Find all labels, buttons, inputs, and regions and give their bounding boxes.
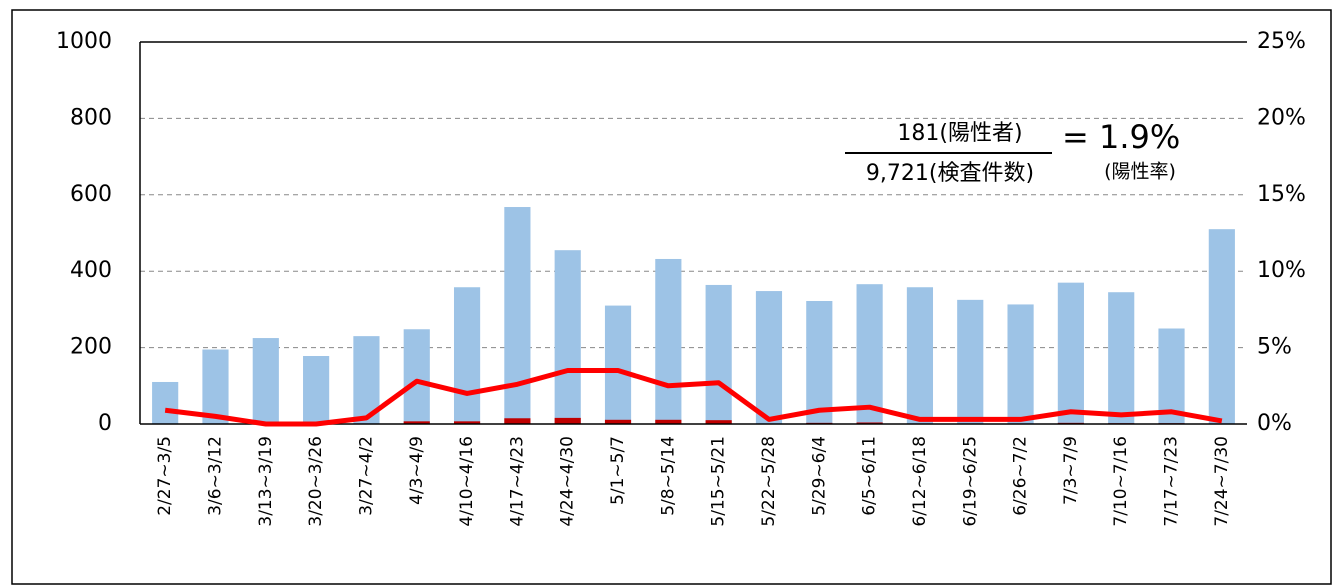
bar	[504, 207, 531, 424]
bar	[403, 421, 430, 424]
y-tick-label: 600	[70, 182, 112, 207]
bar	[1057, 282, 1084, 424]
bar	[1108, 292, 1135, 424]
x-tick-label: 4/17~4/23	[507, 436, 527, 527]
y2-tick-label: 5%	[1257, 335, 1292, 360]
x-tick-label: 2/27~3/5	[155, 436, 175, 516]
result-label: (陽性率)	[1104, 161, 1176, 183]
x-tick-label: 5/22~5/28	[759, 436, 779, 527]
rate-line	[164, 368, 1223, 427]
bar	[504, 418, 531, 424]
bar	[957, 299, 984, 424]
bar	[856, 422, 883, 424]
x-tick-label: 6/12~6/18	[910, 436, 930, 527]
y2-tick-label: 0%	[1257, 411, 1292, 436]
y-tick-label: 0	[98, 411, 112, 436]
x-tick-label: 6/19~6/25	[960, 436, 980, 527]
bar	[705, 420, 732, 424]
bar	[152, 381, 179, 424]
y2-tick-label: 15%	[1257, 182, 1306, 207]
numerator: 181(陽性者)	[897, 121, 1022, 146]
y2-tick-label: 25%	[1257, 29, 1306, 54]
bar	[755, 291, 783, 424]
x-tick-label: 3/13~3/19	[256, 436, 276, 527]
bar	[906, 287, 934, 424]
frame	[11, 9, 1332, 585]
result: = 1.9%	[1062, 118, 1180, 156]
bar	[604, 305, 632, 424]
bar	[554, 250, 581, 424]
bar	[705, 284, 732, 424]
bar	[252, 338, 279, 424]
denominator: 9,721(検査件数)	[866, 161, 1034, 186]
y2-tick-label: 20%	[1257, 105, 1306, 130]
bar	[554, 417, 581, 424]
bar	[453, 287, 481, 424]
x-tick-label: 7/24~7/30	[1212, 436, 1232, 527]
bar	[303, 356, 330, 424]
bar	[453, 421, 481, 424]
x-tick-label: 7/3~7/9	[1061, 436, 1081, 505]
bar	[806, 300, 833, 424]
x-tick-label: 3/27~4/2	[356, 436, 376, 516]
bar	[1007, 304, 1034, 424]
x-tick-label: 4/24~4/30	[558, 436, 578, 527]
bar	[655, 419, 682, 424]
bar	[856, 284, 883, 424]
x-tick-label: 4/10~4/16	[457, 436, 477, 527]
y-tick-label: 800	[70, 105, 112, 130]
x-tick-label: 7/17~7/23	[1162, 436, 1182, 527]
y-tick-label: 1000	[56, 29, 112, 54]
x-tick-label: 5/29~6/4	[809, 436, 829, 516]
x-tick-label: 4/3~4/9	[407, 436, 427, 505]
x-tick-label: 5/15~5/21	[709, 436, 729, 527]
x-tick-label: 5/1~5/7	[608, 436, 628, 505]
annotation: 181(陽性者) 9,721(検査件数) = 1.9% (陽性率)	[845, 118, 1180, 186]
x-tick-label: 7/10~7/16	[1111, 436, 1131, 527]
bar	[655, 258, 682, 424]
x-tick-label: 5/8~5/14	[658, 436, 678, 516]
x-tick-label: 6/26~7/2	[1011, 436, 1031, 516]
x-tick-label: 3/20~3/26	[306, 436, 326, 527]
y-tick-label: 200	[70, 335, 112, 360]
y2-tick-label: 10%	[1257, 258, 1306, 283]
x-tick-label: 3/6~3/12	[205, 436, 225, 516]
bar	[202, 349, 229, 424]
bar	[1208, 229, 1235, 424]
x-tick-label: 6/5~6/11	[860, 436, 880, 516]
bar	[1158, 328, 1185, 424]
bar	[403, 329, 430, 424]
bar	[604, 419, 632, 424]
y-tick-label: 400	[70, 258, 112, 283]
